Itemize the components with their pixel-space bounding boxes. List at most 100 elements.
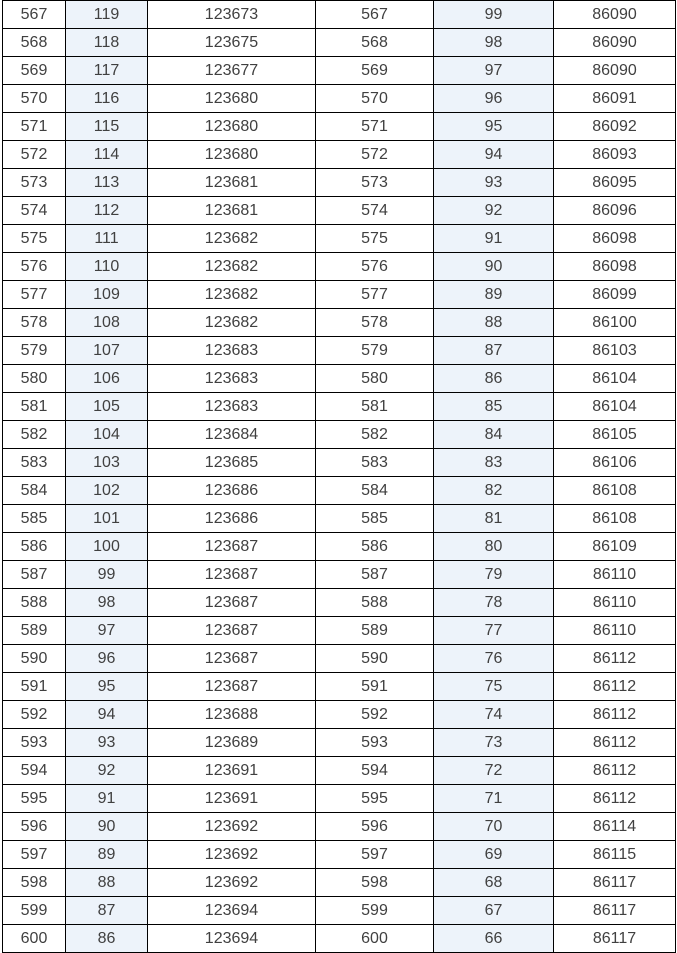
table-row: 581 105 123683 581 85 86104: [2, 392, 676, 421]
cell-score-right: 568: [315, 28, 434, 57]
cell-cumulative-right: 86112: [553, 700, 676, 729]
cell-cumulative-left: 123680: [147, 84, 316, 113]
cell-count-left: 89: [65, 840, 148, 869]
cell-cumulative-right: 86092: [553, 112, 676, 141]
cell-score-right: 599: [315, 896, 434, 925]
cell-count-right: 86: [433, 364, 554, 393]
cell-count-left: 93: [65, 728, 148, 757]
table-row: 573 113 123681 573 93 86095: [2, 168, 676, 197]
table-row: 567 119 123673 567 99 86090: [2, 0, 676, 29]
cell-cumulative-left: 123680: [147, 112, 316, 141]
cell-count-right: 73: [433, 728, 554, 757]
cell-count-right: 96: [433, 84, 554, 113]
table-row: 597 89 123692 597 69 86115: [2, 840, 676, 869]
cell-count-left: 101: [65, 504, 148, 533]
cell-count-left: 113: [65, 168, 148, 197]
cell-count-right: 66: [433, 924, 554, 953]
cell-cumulative-left: 123687: [147, 672, 316, 701]
cell-count-right: 72: [433, 756, 554, 785]
cell-count-right: 77: [433, 616, 554, 645]
cell-count-left: 87: [65, 896, 148, 925]
cell-cumulative-left: 123677: [147, 56, 316, 85]
cell-count-left: 117: [65, 56, 148, 85]
cell-cumulative-right: 86108: [553, 476, 676, 505]
cell-count-right: 67: [433, 896, 554, 925]
table-row: 585 101 123686 585 81 86108: [2, 504, 676, 533]
cell-count-right: 68: [433, 868, 554, 897]
cell-cumulative-left: 123682: [147, 308, 316, 337]
cell-cumulative-left: 123683: [147, 364, 316, 393]
cell-count-right: 69: [433, 840, 554, 869]
cell-count-left: 109: [65, 280, 148, 309]
table-row: 587 99 123687 587 79 86110: [2, 560, 676, 589]
cell-cumulative-right: 86110: [553, 588, 676, 617]
cell-count-left: 115: [65, 112, 148, 141]
cell-score-right: 571: [315, 112, 434, 141]
cell-score-left: 596: [2, 812, 66, 841]
cell-score-left: 582: [2, 420, 66, 449]
cell-score-left: 584: [2, 476, 66, 505]
table-row: 578 108 123682 578 88 86100: [2, 308, 676, 337]
cell-count-right: 79: [433, 560, 554, 589]
cell-cumulative-left: 123682: [147, 252, 316, 281]
cell-score-right: 578: [315, 308, 434, 337]
cell-score-right: 588: [315, 588, 434, 617]
cell-cumulative-left: 123687: [147, 616, 316, 645]
cell-score-right: 583: [315, 448, 434, 477]
cell-score-right: 600: [315, 924, 434, 953]
cell-count-right: 90: [433, 252, 554, 281]
cell-cumulative-right: 86090: [553, 28, 676, 57]
table-row: 577 109 123682 577 89 86099: [2, 280, 676, 309]
cell-cumulative-right: 86108: [553, 504, 676, 533]
cell-score-left: 587: [2, 560, 66, 589]
cell-score-right: 593: [315, 728, 434, 757]
cell-cumulative-left: 123686: [147, 504, 316, 533]
cell-cumulative-right: 86099: [553, 280, 676, 309]
cell-count-left: 99: [65, 560, 148, 589]
cell-score-right: 569: [315, 56, 434, 85]
cell-count-right: 80: [433, 532, 554, 561]
cell-cumulative-right: 86105: [553, 420, 676, 449]
cell-cumulative-right: 86109: [553, 532, 676, 561]
cell-cumulative-left: 123687: [147, 532, 316, 561]
cell-score-left: 594: [2, 756, 66, 785]
cell-cumulative-right: 86106: [553, 448, 676, 477]
cell-score-left: 588: [2, 588, 66, 617]
cell-cumulative-right: 86117: [553, 924, 676, 953]
cell-score-left: 570: [2, 84, 66, 113]
cell-count-right: 95: [433, 112, 554, 141]
table-row: 595 91 123691 595 71 86112: [2, 784, 676, 813]
cell-score-right: 584: [315, 476, 434, 505]
cell-cumulative-left: 123694: [147, 924, 316, 953]
cell-score-left: 581: [2, 392, 66, 421]
cell-score-right: 580: [315, 364, 434, 393]
cell-score-left: 571: [2, 112, 66, 141]
cell-cumulative-right: 86098: [553, 252, 676, 281]
cell-count-right: 87: [433, 336, 554, 365]
cell-count-left: 119: [65, 0, 148, 29]
cell-count-left: 92: [65, 756, 148, 785]
table-row: 594 92 123691 594 72 86112: [2, 756, 676, 785]
cell-score-right: 582: [315, 420, 434, 449]
cell-cumulative-left: 123673: [147, 0, 316, 29]
cell-cumulative-right: 86090: [553, 56, 676, 85]
cell-score-left: 569: [2, 56, 66, 85]
cell-cumulative-right: 86093: [553, 140, 676, 169]
cell-cumulative-right: 86117: [553, 896, 676, 925]
table-row: 583 103 123685 583 83 86106: [2, 448, 676, 477]
cell-score-left: 574: [2, 196, 66, 225]
cell-score-left: 577: [2, 280, 66, 309]
cell-count-right: 97: [433, 56, 554, 85]
cell-score-right: 586: [315, 532, 434, 561]
cell-count-right: 89: [433, 280, 554, 309]
cell-count-left: 106: [65, 364, 148, 393]
cell-count-left: 102: [65, 476, 148, 505]
cell-cumulative-right: 86114: [553, 812, 676, 841]
cell-cumulative-left: 123686: [147, 476, 316, 505]
cell-cumulative-right: 86112: [553, 784, 676, 813]
cell-score-right: 587: [315, 560, 434, 589]
cell-score-left: 575: [2, 224, 66, 253]
